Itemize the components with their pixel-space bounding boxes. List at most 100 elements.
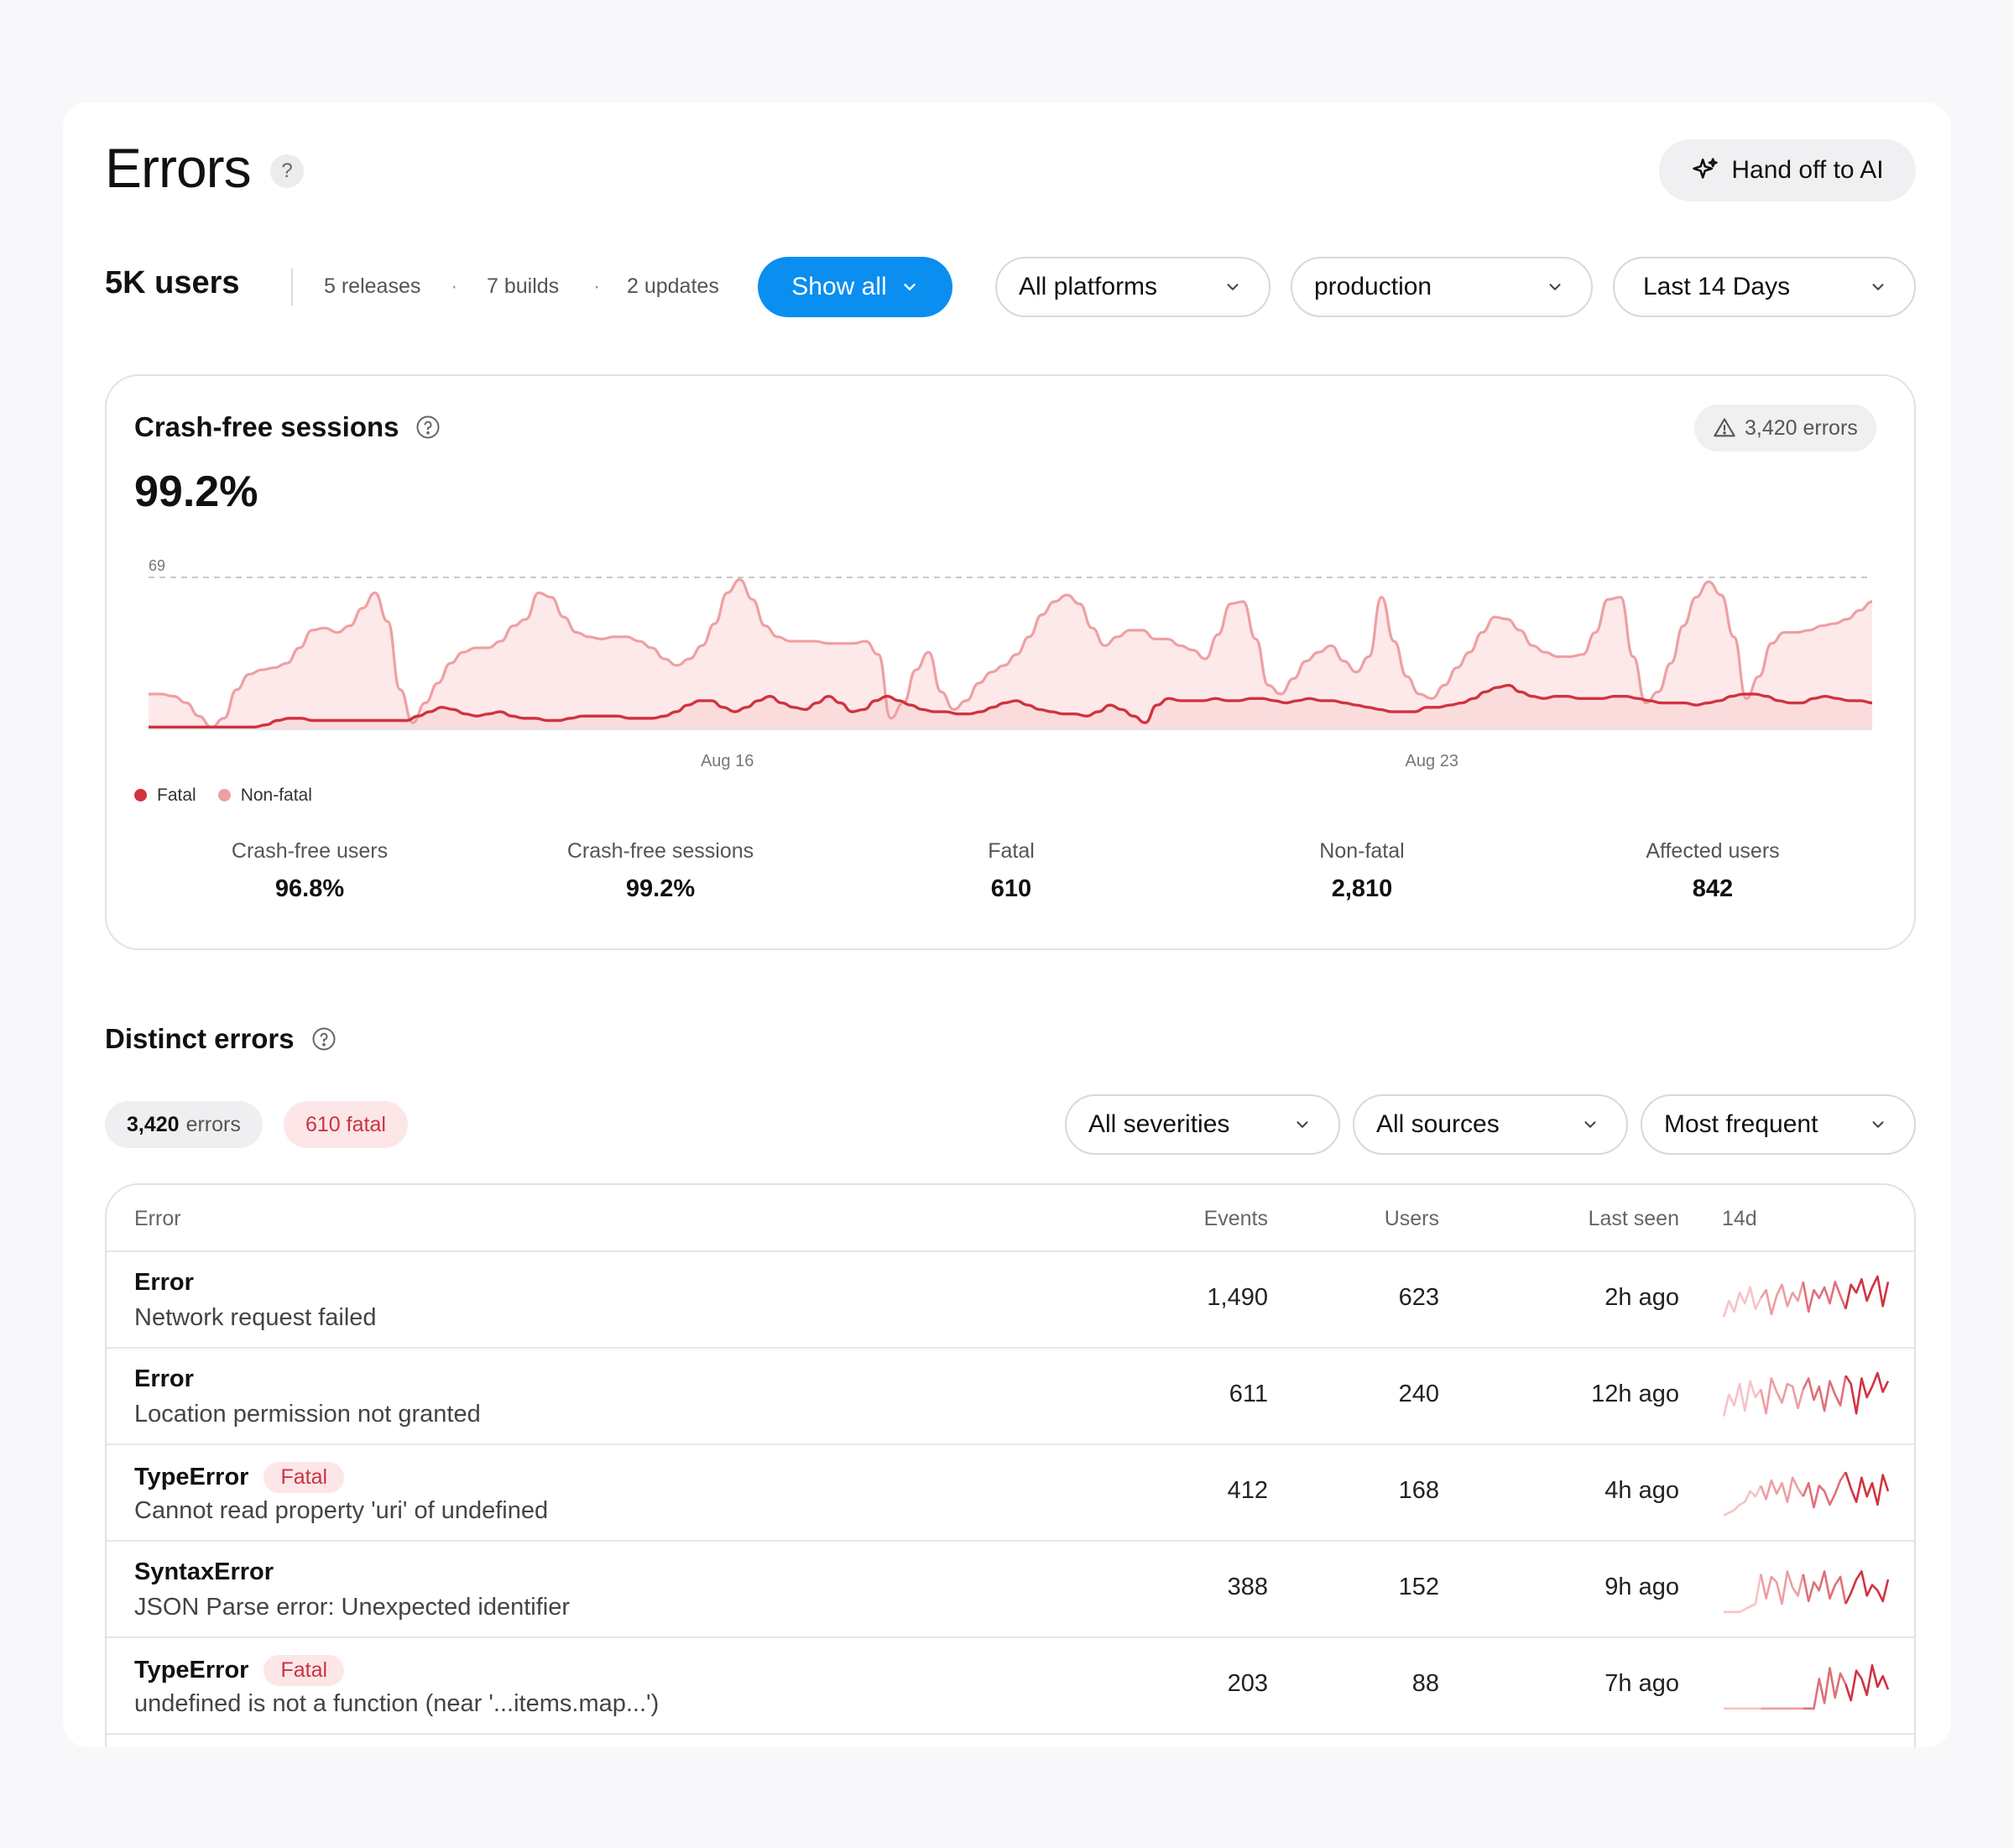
sparkline-segment <box>1844 1275 1890 1309</box>
users-count: 152 <box>1398 1574 1439 1600</box>
error-message: JSON Parse error: Unexpected identifier <box>134 1594 570 1621</box>
fatal-badge: Fatal <box>263 1462 345 1493</box>
help-icon[interactable]: ? <box>270 154 304 188</box>
last-seen: 4h ago <box>1604 1477 1679 1504</box>
last-seen: 9h ago <box>1604 1574 1679 1600</box>
legend-nonfatal-label: Non-fatal <box>240 786 312 805</box>
stat-affected-users: Affected users 842 <box>1537 839 1888 903</box>
legend-nonfatal: Non-fatal <box>217 786 312 806</box>
table-header: Error Events Users Last seen 14d <box>107 1185 1914 1252</box>
distinct-errors-title-row: Distinct errors <box>105 1023 337 1055</box>
fatal-count-chip[interactable]: 610 fatal <box>284 1101 408 1148</box>
events-count: 1,490 <box>1207 1284 1268 1311</box>
separator-dot: · <box>451 274 458 298</box>
stat-non-fatal: Non-fatal 2,810 <box>1187 839 1537 903</box>
error-type: Error <box>134 1365 194 1393</box>
help-circle-icon[interactable] <box>311 1026 337 1052</box>
sort-value: Most frequent <box>1664 1110 1818 1138</box>
trend-sparkline <box>1724 1663 1890 1710</box>
trend-sparkline <box>1722 1275 1890 1318</box>
crash-free-title: Crash-free sessions <box>134 411 399 442</box>
users-count: 240 <box>1398 1381 1439 1407</box>
legend-fatal-label: Fatal <box>157 786 196 805</box>
nonfatal-series-line <box>149 578 1873 728</box>
stat-label: Fatal <box>988 839 1035 863</box>
sparkline-segment <box>1844 1663 1890 1702</box>
crash-free-value: 99.2% <box>134 467 258 516</box>
source-value: All sources <box>1376 1110 1500 1138</box>
errors-count-word: errors <box>185 1112 241 1136</box>
sparkline-segment <box>1802 1281 1847 1313</box>
errors-count-chip[interactable]: 3,420 errors <box>105 1101 263 1148</box>
updates-count[interactable]: 2 updates <box>627 274 719 298</box>
sparkline-segment <box>1760 1377 1805 1415</box>
date-range-select[interactable]: Last 14 Days <box>1613 257 1916 317</box>
show-all-button[interactable]: Show all <box>758 257 952 317</box>
column-error[interactable]: Error <box>134 1207 181 1230</box>
chevron-down-icon <box>1872 284 1884 290</box>
platform-select[interactable]: All platforms <box>995 257 1270 317</box>
stat-label: Affected users <box>1646 839 1780 863</box>
chevron-down-icon <box>1297 1121 1308 1128</box>
error-type-label: SyntaxError <box>134 1558 274 1585</box>
error-type-label: Error <box>134 1365 194 1392</box>
error-type-label: TypeError <box>134 1464 249 1490</box>
show-all-label: Show all <box>791 273 887 300</box>
stat-label: Non-fatal <box>1319 839 1405 863</box>
sparkline-segment <box>1760 1570 1805 1605</box>
table-row[interactable]: Error Network request failed 1,490 623 2… <box>107 1252 1914 1349</box>
crash-free-card: Crash-free sessions 3,420 errors 99.2% 6… <box>105 374 1916 950</box>
x-tick-label: Aug 16 <box>701 752 754 770</box>
stat-value: 610 <box>990 875 1032 902</box>
stat-label: Crash-free users <box>231 839 389 863</box>
releases-count[interactable]: 5 releases <box>324 274 421 298</box>
column-users[interactable]: Users <box>1384 1207 1439 1230</box>
builds-count[interactable]: 7 builds <box>487 274 560 298</box>
sparkline-segment <box>1802 1375 1847 1412</box>
error-message: Location permission not granted <box>134 1401 481 1428</box>
sparkline-segment <box>1722 1286 1762 1318</box>
trend-sparkline <box>1723 1471 1890 1517</box>
sparkline-segment <box>1844 1471 1890 1506</box>
users-count: 623 <box>1398 1284 1439 1311</box>
table-row[interactable]: TypeError Fatal Cannot read property 'uri… <box>107 1445 1914 1542</box>
hand-off-to-ai-button[interactable]: Hand off to AI <box>1659 139 1916 201</box>
users-count: 5K users <box>105 265 240 300</box>
sparkline-segment <box>1723 1485 1762 1517</box>
errors-count-badge: 3,420 errors <box>1694 405 1876 452</box>
users-count: 168 <box>1398 1477 1439 1504</box>
environment-select[interactable]: production <box>1291 257 1593 317</box>
events-count: 611 <box>1229 1381 1268 1407</box>
page-title: Errors <box>105 137 252 199</box>
last-seen: 2h ago <box>1604 1284 1679 1311</box>
events-count: 412 <box>1227 1477 1268 1504</box>
errors-count-label: 3,420 errors <box>1745 415 1858 440</box>
column-trend: 14d <box>1722 1207 1757 1230</box>
sparkline-segment <box>1844 1570 1890 1605</box>
warning-triangle-icon <box>1714 418 1735 437</box>
chevron-down-icon <box>1227 284 1239 290</box>
column-events[interactable]: Events <box>1203 1207 1268 1230</box>
date-range-value: Last 14 Days <box>1643 273 1791 300</box>
table-row[interactable]: SyntaxError JSON Parse error: Unexpected… <box>107 1542 1914 1638</box>
stats-row: Crash-free users 96.8% Crash-free sessio… <box>107 839 1914 903</box>
severity-select[interactable]: All severities <box>1065 1094 1340 1155</box>
chevron-down-icon <box>1872 1121 1884 1128</box>
column-last-seen[interactable]: Last seen <box>1588 1207 1679 1230</box>
source-select[interactable]: All sources <box>1353 1094 1628 1155</box>
help-circle-icon[interactable] <box>415 415 441 440</box>
nonfatal-area <box>149 579 1872 729</box>
last-seen: 12h ago <box>1591 1381 1679 1407</box>
error-message: Network request failed <box>134 1304 377 1331</box>
events-count: 388 <box>1227 1574 1268 1600</box>
table-row[interactable]: Error Location permission not granted 61… <box>107 1349 1914 1445</box>
sparkle-icon <box>1693 158 1719 179</box>
sparkline-segment <box>1844 1371 1890 1415</box>
y-tick-label: 69 <box>149 557 165 574</box>
environment-value: production <box>1314 273 1432 300</box>
table-row[interactable]: TypeError Fatal undefined is not a functi… <box>107 1638 1914 1735</box>
sort-select[interactable]: Most frequent <box>1641 1094 1916 1155</box>
stat-value: 842 <box>1692 875 1734 902</box>
last-seen: 7h ago <box>1604 1670 1679 1697</box>
stat-value: 96.8% <box>274 875 345 902</box>
